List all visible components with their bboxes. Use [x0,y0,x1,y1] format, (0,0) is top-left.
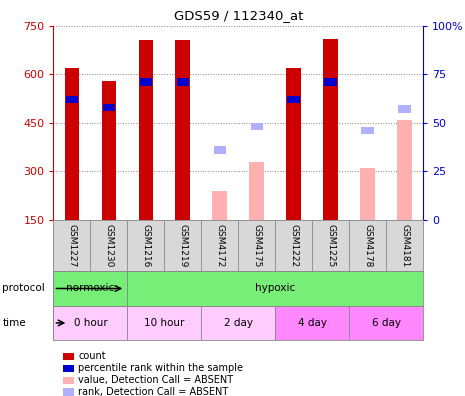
Text: GSM4178: GSM4178 [363,224,372,267]
Text: 6 day: 6 day [372,318,401,328]
Bar [65,68,80,220]
Bar [249,162,264,220]
Text: GSM1227: GSM1227 [67,224,76,267]
Text: GSM1230: GSM1230 [105,224,113,267]
Text: 2 day: 2 day [224,318,253,328]
Bar [213,146,226,154]
Bar [53,306,127,340]
Bar [399,105,411,113]
Bar [287,96,300,103]
Bar [66,96,78,103]
Text: time: time [2,318,26,328]
Bar [140,78,152,86]
Bar [127,306,201,340]
Bar [103,103,115,111]
Text: value, Detection Call = ABSENT: value, Detection Call = ABSENT [78,375,233,385]
Bar [325,78,337,86]
Text: GSM1225: GSM1225 [326,224,335,267]
Text: GSM4175: GSM4175 [252,224,261,267]
Text: 4 day: 4 day [298,318,327,328]
Text: percentile rank within the sample: percentile rank within the sample [78,363,243,373]
Bar [397,120,412,220]
Text: hypoxic: hypoxic [255,284,295,293]
Text: GSM4172: GSM4172 [215,224,224,267]
Text: GSM4181: GSM4181 [400,224,409,267]
Text: GSM1222: GSM1222 [289,224,298,267]
Bar [127,271,423,306]
Bar [177,78,189,86]
Bar [201,306,275,340]
Bar [360,168,375,220]
Bar [101,81,116,220]
Bar [53,271,127,306]
Text: 0 hour: 0 hour [73,318,107,328]
Text: GSM1216: GSM1216 [141,224,150,267]
Bar [139,40,153,220]
Text: protocol: protocol [2,283,45,293]
Bar [323,39,338,220]
Bar [251,123,263,130]
Title: GDS59 / 112340_at: GDS59 / 112340_at [173,9,303,22]
Bar [213,190,227,220]
Text: rank, Detection Call = ABSENT: rank, Detection Call = ABSENT [78,387,228,396]
Text: normoxic: normoxic [66,284,114,293]
Text: count: count [78,351,106,362]
Bar [275,306,349,340]
Bar [286,68,301,220]
Text: 10 hour: 10 hour [144,318,185,328]
Text: GSM1219: GSM1219 [179,224,187,267]
Bar [349,306,423,340]
Bar [361,127,374,134]
Bar [175,40,190,220]
